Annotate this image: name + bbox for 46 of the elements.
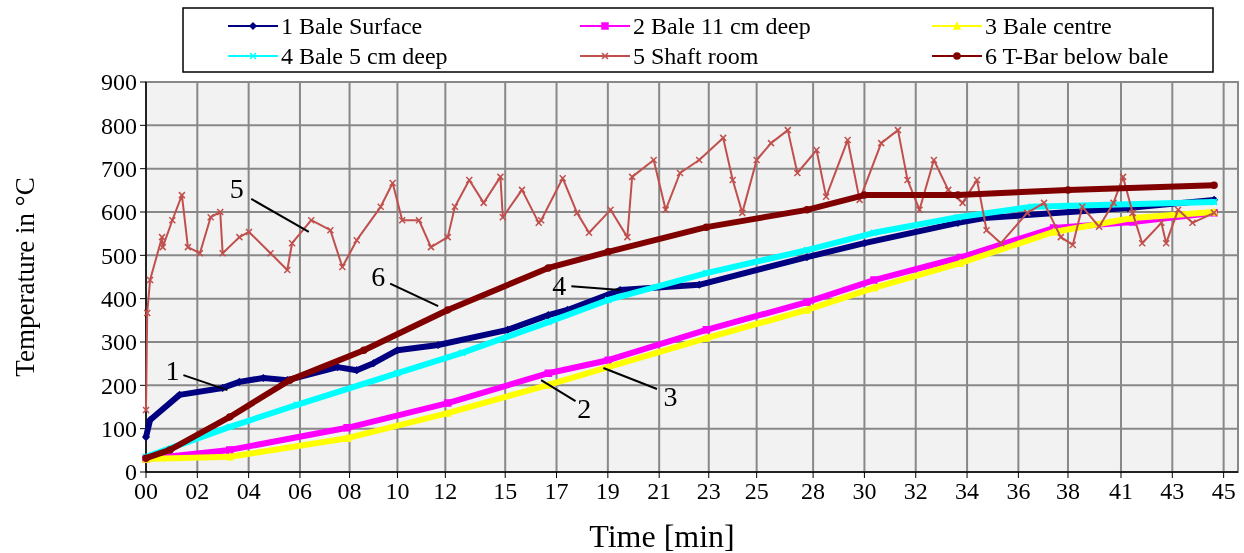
x-tick-label: 38	[1055, 478, 1080, 504]
y-tick-label: 200	[101, 372, 137, 399]
x-tick-label: 41	[1108, 478, 1133, 504]
x-tick-label: 36	[1006, 478, 1031, 504]
x-tick-label: 28	[801, 478, 826, 504]
y-tick-label: 700	[101, 156, 137, 183]
y-tick-label: 300	[101, 329, 137, 356]
y-tick-label: 800	[101, 112, 137, 139]
annotation: 4	[552, 269, 567, 301]
x-tick-label: 02	[185, 478, 210, 504]
x-tick-label: 12	[433, 478, 458, 504]
x-tick-label: 21	[647, 478, 672, 504]
legend-label: 3 Bale centre	[985, 13, 1112, 40]
y-tick-label: 500	[101, 242, 137, 269]
x-tick-label: 43	[1160, 478, 1185, 504]
annotation: 2	[577, 392, 592, 424]
legend-label: 2 Bale 11 cm deep	[633, 13, 811, 40]
x-tick-label: 32	[903, 478, 928, 504]
x-axis-title: Time [min]	[589, 518, 735, 553]
x-tick-label: 10	[385, 478, 410, 504]
y-tick-label: 900	[101, 69, 137, 96]
x-tick-label: 25	[744, 478, 769, 504]
x-tick-label: 30	[852, 478, 877, 504]
legend-label: 5 Shaft room	[633, 43, 759, 70]
x-tick-label: 19	[595, 478, 620, 504]
x-tick-label: 17	[544, 478, 569, 504]
annotation: 6	[371, 260, 386, 292]
annotation: 3	[663, 380, 678, 412]
x-tick-label: 04	[236, 478, 261, 504]
annotation: 1	[165, 354, 180, 386]
x-tick-label: 23	[696, 478, 721, 504]
y-tick-label: 0	[125, 459, 137, 486]
y-axis-title: Temperature in °C	[10, 177, 40, 377]
legend-label: 1 Bale Surface	[281, 13, 423, 40]
legend-label: 6 T-Bar below bale	[985, 43, 1169, 70]
x-tick-label: 08	[337, 478, 362, 504]
x-tick-label: 34	[955, 478, 980, 504]
y-tick-label: 400	[101, 286, 137, 313]
legend-label: 4 Bale 5 cm deep	[281, 43, 448, 70]
x-tick-label: 06	[287, 478, 312, 504]
x-tick-label: 45	[1211, 478, 1236, 504]
y-tick-label: 600	[101, 199, 137, 226]
x-tick-label: 15	[493, 478, 518, 504]
x-tick-label: 00	[134, 478, 158, 504]
annotation: 5	[229, 172, 244, 204]
y-tick-label: 100	[101, 416, 137, 443]
